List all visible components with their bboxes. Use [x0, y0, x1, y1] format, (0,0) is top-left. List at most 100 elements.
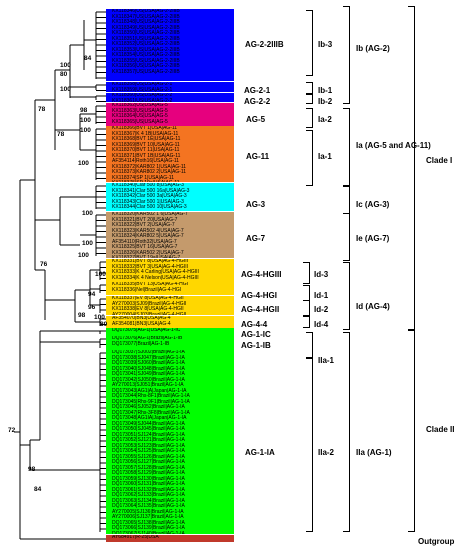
taxon-label: KX118350|US|USA|AG-2-2IIIB — [112, 30, 180, 36]
bootstrap-value: 78 — [38, 106, 46, 113]
taxon-label: DQ173044|Rhs-8F1|Brazil|AG-1-IA — [112, 393, 190, 399]
bootstrap-value: 84 — [84, 55, 92, 62]
taxon-label: AY270006|SJ137|Brazil|AG-1-IA — [112, 514, 184, 520]
taxa-list-g13: DQ173076|AG-1|Brazil|AG-1-IB DQ173077|Bra… — [112, 336, 238, 350]
taxon-label: KX118338|EV 8|USA|AG-4-HGII — [112, 306, 184, 312]
bootstrap-value: 100 — [95, 271, 106, 278]
clade-block-g6 — [106, 183, 234, 211]
clade-block-g15 — [106, 535, 234, 542]
group-label-ag44: AG-4-4 — [241, 320, 268, 329]
taxon-label: KX118325|BVT 16|USA|AG-7 — [112, 244, 178, 250]
bootstrap-value: 100 — [60, 86, 71, 93]
bootstrap-value: 98 — [80, 107, 88, 114]
taxon-label: AF354070|BN3|USA|AG-4 — [112, 316, 171, 321]
bracket-ie — [343, 213, 350, 261]
bootstrap-value: 98 — [78, 312, 86, 319]
subgroup-ib3: Ib-3 — [318, 40, 333, 49]
taxon-label: KX118356|US|USA|AG-2-2IIIB — [112, 63, 180, 69]
clade-block-g4 — [106, 103, 234, 126]
taxa-list-g1: KX118346|US|USA|AG-2-2IIIB KX118347|US|US… — [112, 9, 238, 81]
taxa-list-g12: DQ173075|AG-1|USA|AG-1-IC — [112, 328, 238, 336]
group-label-ag1ib: AG-1-IB — [241, 341, 271, 350]
taxon-label: KX118369|BVT 10|USA|AG-11 — [112, 141, 180, 148]
outgroup-label: Outgroup — [418, 537, 455, 546]
taxon-label: DQ173061|SJ132|Brazil|AG-1-IA — [112, 486, 185, 493]
taxon-label: DQ173066|SJ139|Brazil|AG-1-IA — [112, 525, 185, 531]
taxon-label: AY270004|SJ03|Brazil|AG-4-HGII — [112, 311, 187, 315]
taxon-label: KX118351|US|USA|AG-2-2IIIB — [112, 35, 180, 42]
bracket-ic — [343, 186, 350, 214]
bracket-id4 — [303, 316, 310, 328]
taxon-label: KX118375|SP 19a|USA|AG-11 — [112, 180, 238, 182]
bracket-ib3 — [306, 10, 313, 76]
subgroup-ib1: Ib-1 — [318, 86, 333, 95]
taxon-label: KX118322|BVT 2|USA|AG-7 — [112, 222, 175, 228]
bracket-ia — [343, 108, 350, 186]
subgroup-ia1: Ia-1 — [318, 152, 332, 161]
taxon-label: AY270013|SJ051|Brazil|AG-1-IA — [112, 382, 184, 388]
taxon-label: DQ173039|SJ060|Brazil|AG-1-IA — [112, 360, 185, 366]
taxon-label: KX118362|US|USA|AG-5 — [112, 103, 168, 108]
taxon-label: DQ173045|Rhs-9F1|Brazil|AG-1-IA — [112, 398, 190, 405]
taxon-label: DQ173065|SJ138|Brazil|AG-1-IA — [112, 519, 185, 526]
bracket-clade-ii — [408, 330, 415, 532]
taxon-label: KX118372|KAR802 1|USA|AG-11 — [112, 163, 187, 170]
taxon-label: DQ173075|AG-1|USA|AG-1-IC — [112, 328, 181, 333]
subgroup-ia2: Ia-2 — [318, 115, 332, 124]
bracket-iia — [343, 332, 350, 532]
clade-ii-label: Clade II — [426, 425, 455, 434]
taxa-list-g8: KX118331|BVT 8|USA|AG-4-HGIII KX118332|BV… — [112, 259, 238, 282]
taxon-label: KX118371|BVT 1B|USA|AG-11 — [112, 152, 181, 159]
taxon-label: KX118373|KAR802 2|USA|AG-11 — [112, 169, 187, 175]
taxon-label: DQ173047|Rhs-3F8|Brazil|AG-1-IA — [112, 409, 190, 416]
taxon-label: KX118363|US|USA|AG-5 — [112, 107, 168, 114]
taxon-label: AY684917|R-25|USA — [112, 535, 159, 540]
taxon-label: DQ173040|SJ048|Brazil|AG-1-IA — [112, 365, 185, 372]
taxon-label: AF354110|Roth32|USA|AG-7 — [112, 238, 177, 245]
taxon-label: DQ173076|AG-1|Brazil|AG-1-IB — [112, 336, 183, 341]
taxon-label: DQ173037|SJ002|Brazil|AG-1-IA — [112, 350, 185, 355]
clade-block-g8 — [106, 259, 234, 282]
bracket-ib — [343, 6, 350, 104]
clade-block-g5 — [106, 126, 234, 182]
taxon-label: DQ173063|SJ134|Brazil|AG-1-IA — [112, 497, 185, 504]
taxon-label: KX118366|BVT 1|USA|AG-11 — [112, 126, 178, 131]
taxon-label: DQ173057|SJ128|Brazil|AG-1-IA — [112, 464, 185, 471]
taxon-label: AY270003|SJ09|Brazil|AG-4-HGII — [112, 300, 187, 307]
subgroup-id3: Id-3 — [314, 270, 329, 279]
bootstrap-value: 78 — [57, 131, 65, 138]
group-label-ag1ia: AG-1-IA — [245, 448, 275, 457]
taxa-list-g4: KX118362|US|USA|AG-5 KX118363|US|USA|AG-5… — [112, 103, 238, 126]
bootstrap-value: 100 — [60, 62, 71, 69]
taxon-label: KX118370|BVT 11|USA|AG-11 — [112, 147, 180, 153]
taxon-label: DQ173053|SJ123|Brazil|AG-1-IA — [112, 442, 185, 449]
taxon-label: DQ173059|SJ130|Brazil|AG-1-IA — [112, 475, 185, 482]
taxa-list-g6: KX118340|Clar 500 8|USA|AG-3 KX118341|Cla… — [112, 183, 238, 211]
taxon-label: DQ173043|AG1|A|Japan|AG-1-IA — [112, 387, 187, 394]
bootstrap-value: 100 — [80, 117, 91, 124]
bootstrap-value: 96 — [88, 304, 96, 311]
bootstrap-value: 100 — [82, 240, 93, 247]
taxon-label: DQ173055|SJ126|Brazil|AG-1-IA — [112, 453, 185, 460]
taxon-label: KX118340|Clar 500 8|USA|AG-3 — [112, 183, 184, 188]
bracket-ib1 — [306, 82, 313, 94]
taxon-label: KX118324|KAR802 5|USA|AG-7 — [112, 233, 184, 239]
taxon-label: DQ173048|AG1IA|Japan|AG-1-IA — [112, 415, 187, 421]
taxon-label: KX118355|US|USA|AG-2-2IIIB — [112, 57, 180, 64]
clade-block-g10 — [106, 296, 234, 315]
taxon-label: KX118320|KAR502 1 6|USA|AG-7 — [112, 212, 188, 217]
taxon-label: KX118327|BVT 19a|USA|AG-7 — [112, 255, 181, 258]
taxa-list-g14: DQ173037|SJ002|Brazil|AG-1-IA DQ173038|SJ… — [112, 350, 238, 534]
taxon-label: DQ173051|SJ124|Brazil|AG-1-IA — [112, 431, 185, 438]
level2-ic: Ic (AG-3) — [356, 200, 390, 209]
taxon-label: KX118374|SP 1|USA|AG-11 — [112, 174, 174, 181]
bootstrap-value: 100 — [78, 160, 89, 167]
bracket-id3 — [303, 262, 310, 284]
taxon-label: DQ173056|SJ127|Brazil|AG-1-IA — [112, 459, 185, 465]
taxon-label: DQ173042|SJ050|Brazil|AG-1-IA — [112, 376, 185, 383]
bootstrap-value: 94 — [88, 291, 96, 298]
taxon-label: KX118365|US|USA|AG-5 — [112, 118, 168, 125]
taxon-label: KX118359|US|USA|AG-2-1 — [112, 86, 173, 92]
level2-id: Id (AG-4) — [356, 302, 390, 311]
